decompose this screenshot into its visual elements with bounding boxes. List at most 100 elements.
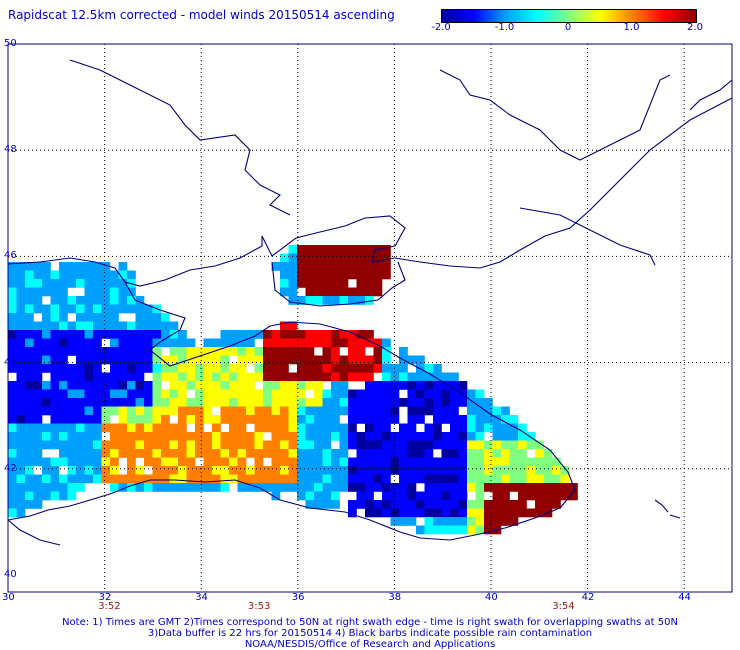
wind-cell	[356, 270, 366, 280]
wind-cell	[16, 389, 26, 399]
wind-cell	[135, 440, 145, 450]
wind-cell	[509, 415, 519, 424]
wind-cell	[237, 381, 247, 390]
wind-cell	[144, 381, 153, 390]
wind-cell	[169, 389, 179, 399]
wind-cell	[42, 466, 51, 475]
wind-cell	[229, 398, 238, 407]
wind-cell	[59, 423, 68, 433]
wind-cell	[67, 364, 77, 373]
wind-cell	[16, 364, 26, 373]
wind-cell	[543, 466, 553, 475]
wind-cell	[237, 440, 247, 450]
wind-cell	[8, 304, 17, 314]
wind-cell	[246, 440, 255, 450]
wind-cell	[331, 270, 340, 280]
map-frame	[7, 43, 733, 593]
wind-cell	[263, 449, 272, 458]
wind-cell	[501, 517, 510, 526]
wind-cell	[288, 440, 298, 450]
wind-cell	[382, 389, 391, 399]
wind-cell	[118, 338, 128, 348]
wind-cell	[8, 338, 17, 348]
wind-cell	[42, 355, 51, 365]
wind-cell	[76, 415, 85, 424]
wind-cell	[348, 457, 357, 467]
wind-cell	[110, 398, 119, 407]
wind-cell	[8, 381, 17, 390]
wind-cell	[59, 296, 68, 305]
wind-cell	[314, 500, 323, 509]
wind-cell	[110, 321, 119, 331]
wind-cell	[84, 304, 94, 314]
wind-cell	[101, 466, 111, 475]
wind-cell	[25, 279, 34, 288]
wind-cell	[25, 355, 34, 365]
wind-cell	[93, 338, 102, 348]
wind-cell	[433, 508, 442, 518]
wind-cell	[271, 406, 281, 416]
wind-cell	[59, 330, 68, 339]
wind-cell	[16, 423, 26, 433]
wind-cell	[356, 372, 366, 382]
wind-cell	[110, 372, 119, 382]
wind-cell	[305, 398, 315, 407]
wind-cell	[297, 457, 306, 467]
wind-cell	[305, 381, 315, 390]
wind-cell	[475, 474, 485, 484]
wind-cell	[373, 483, 383, 492]
wind-cell	[535, 474, 544, 484]
wind-cell	[271, 389, 281, 399]
wind-cell	[356, 296, 366, 305]
wind-cell	[314, 253, 323, 263]
wind-cell	[348, 466, 357, 475]
wind-cell	[220, 474, 230, 484]
wind-cell	[305, 483, 315, 492]
wind-cell	[237, 415, 247, 424]
wind-cell	[237, 355, 247, 365]
wind-cell	[101, 449, 111, 458]
wind-cell	[339, 296, 349, 305]
wind-cell	[93, 406, 102, 416]
wind-cell	[101, 440, 111, 450]
wind-cell	[314, 474, 323, 484]
wind-cell	[84, 432, 94, 441]
wind-cell	[331, 500, 340, 509]
wind-cell	[518, 449, 527, 458]
wind-cell	[161, 406, 170, 416]
wind-cell	[518, 432, 527, 441]
wind-cell	[390, 483, 400, 492]
wind-cell	[280, 253, 289, 263]
wind-cell	[84, 338, 94, 348]
wind-cell	[110, 313, 119, 322]
wind-cell	[203, 398, 213, 407]
wind-cell	[305, 330, 315, 339]
wind-cell	[535, 508, 544, 518]
wind-cell	[509, 474, 519, 484]
wind-cell	[297, 296, 306, 305]
wind-cell	[382, 270, 391, 280]
wind-cell	[25, 321, 34, 331]
wind-cell	[382, 449, 391, 458]
wind-cell	[8, 432, 17, 441]
wind-cell	[152, 474, 162, 484]
wind-cell	[178, 466, 187, 475]
wind-cell	[501, 423, 510, 433]
wind-cell	[135, 389, 145, 399]
wind-cell	[271, 491, 281, 501]
wind-cell	[263, 355, 272, 365]
wind-cell	[229, 432, 238, 441]
wind-cell	[305, 364, 315, 373]
wind-cell	[42, 321, 51, 331]
wind-cell	[16, 304, 26, 314]
wind-cell	[280, 398, 289, 407]
wind-cell	[441, 457, 451, 467]
wind-cell	[331, 406, 340, 416]
wind-cell	[229, 406, 238, 416]
wind-cell	[16, 313, 26, 322]
wind-cell	[8, 330, 17, 339]
wind-cell	[322, 491, 332, 501]
wind-cell	[314, 415, 323, 424]
wind-cell	[144, 330, 153, 339]
wind-cell	[322, 287, 332, 297]
